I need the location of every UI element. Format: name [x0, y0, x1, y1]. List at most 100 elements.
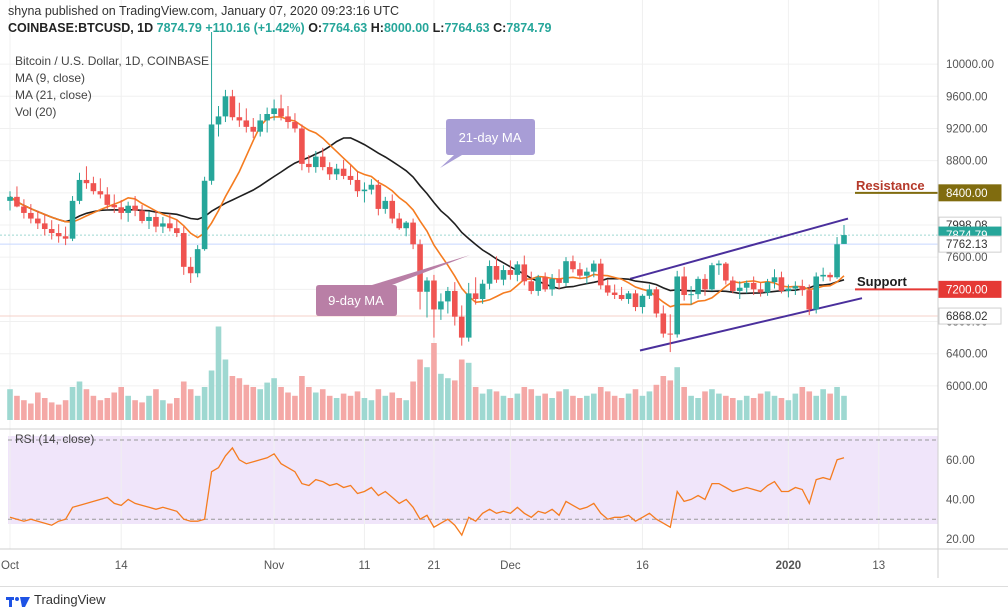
candle-body — [104, 194, 111, 205]
candle-body — [243, 120, 250, 127]
candle-body — [215, 116, 222, 125]
candle — [7, 191, 13, 211]
volume-bar — [632, 389, 639, 420]
last-price: 7874.79 — [156, 21, 202, 35]
candle — [118, 200, 124, 220]
candle — [597, 258, 604, 290]
candle — [90, 176, 97, 195]
volume-bar — [695, 398, 701, 420]
candle — [736, 281, 743, 299]
candle-body — [55, 233, 62, 237]
candle-body — [472, 293, 479, 299]
legend-rsi[interactable]: RSI (14, close) — [15, 432, 95, 446]
volume-bar — [674, 367, 680, 420]
volume-bar — [452, 380, 458, 420]
volume-bars — [7, 326, 847, 420]
time-axis[interactable]: Oct 14 Nov 11 21 Dec 16 2020 13 — [1, 560, 885, 572]
candle-body — [257, 120, 263, 132]
volume-bar — [549, 398, 555, 420]
candle — [396, 212, 402, 230]
candle-body — [563, 261, 569, 283]
volume-bar — [187, 389, 194, 420]
candle-body — [716, 263, 722, 266]
time-tick-label: Oct — [1, 560, 20, 572]
candle-body — [493, 266, 500, 280]
candle — [28, 204, 34, 224]
candle — [417, 239, 423, 310]
candle — [778, 271, 785, 294]
candle-body — [62, 236, 69, 239]
volume-bar — [69, 387, 76, 420]
legend-ma21[interactable]: MA (21, close) — [15, 88, 92, 102]
candle-body — [764, 282, 771, 293]
candle-body — [618, 294, 625, 299]
tradingview-brand[interactable]: TradingView — [34, 592, 106, 607]
candle — [438, 293, 444, 320]
candle — [97, 178, 104, 199]
candle-body — [306, 163, 312, 168]
volume-bar — [229, 376, 236, 420]
volume-bar — [28, 403, 34, 420]
price-tag: 6868.02 — [938, 307, 1002, 325]
volume-bar — [257, 389, 263, 420]
candle — [153, 210, 159, 233]
symbol-label[interactable]: COINBASE:BTCUSD, 1D — [8, 21, 154, 35]
volume-bar — [570, 395, 576, 420]
candle-body — [83, 179, 90, 184]
volume-bar — [521, 387, 528, 420]
volume-bar — [424, 367, 430, 420]
candle — [389, 194, 396, 224]
volume-bar — [111, 392, 118, 420]
candle-body — [354, 179, 361, 192]
volume-bar — [333, 398, 340, 420]
candle — [306, 155, 312, 173]
candles[interactable] — [7, 31, 847, 353]
price-chart[interactable]: 21-day MA 9-day MA 10000.00 9600.00 9200.00… — [0, 0, 1008, 586]
candle-body — [750, 282, 757, 290]
candle — [646, 284, 653, 299]
candle-body — [604, 285, 611, 293]
candle-body — [639, 295, 646, 308]
legend-volume[interactable]: Vol (20) — [15, 105, 57, 119]
candle-body — [69, 200, 76, 239]
price-tag-box — [938, 307, 1002, 325]
rsi-tick-label: 60.00 — [946, 455, 975, 467]
volume-bar — [528, 389, 535, 420]
volume-bar — [285, 392, 291, 420]
candle-body — [577, 269, 583, 276]
candle-body — [757, 289, 764, 293]
volume-bar — [174, 398, 180, 420]
candle — [681, 266, 687, 301]
candle-body — [28, 212, 34, 219]
legend-title: Bitcoin / U.S. Dollar, 1D, COINBASE — [15, 54, 210, 68]
candle-body — [417, 244, 423, 292]
price-change: +110.16 (+1.42%) — [205, 21, 305, 35]
candle-body — [97, 191, 104, 195]
volume-bar — [604, 391, 611, 420]
candle — [41, 214, 48, 236]
candle-body — [132, 205, 138, 211]
candle-body — [410, 222, 416, 245]
price-tag: 7200.00 — [938, 280, 1002, 298]
candle-body — [160, 223, 166, 227]
candle-body — [743, 282, 750, 288]
time-tick-label: 14 — [115, 560, 128, 572]
volume-bar — [35, 392, 41, 420]
publisher-line: shyna published on TradingView.com, Janu… — [8, 4, 399, 18]
volume-bar — [48, 402, 55, 420]
volume-bar — [431, 343, 437, 420]
legend-ma9[interactable]: MA (9, close) — [15, 71, 86, 85]
tradingview-logo-icon[interactable] — [6, 595, 30, 609]
volume-bar — [21, 400, 27, 420]
candle-body — [41, 223, 48, 230]
rsi-path — [9, 446, 845, 537]
price-tick-label: 8800.00 — [946, 156, 988, 168]
volume-bar — [215, 326, 222, 420]
candle-body — [632, 293, 639, 308]
candle-body — [514, 264, 521, 275]
footer: TradingView — [0, 586, 1008, 616]
candle-body — [813, 276, 819, 310]
candle — [452, 282, 458, 326]
volume-bar — [222, 359, 229, 420]
price-tag: 8400.00 — [938, 184, 1002, 202]
